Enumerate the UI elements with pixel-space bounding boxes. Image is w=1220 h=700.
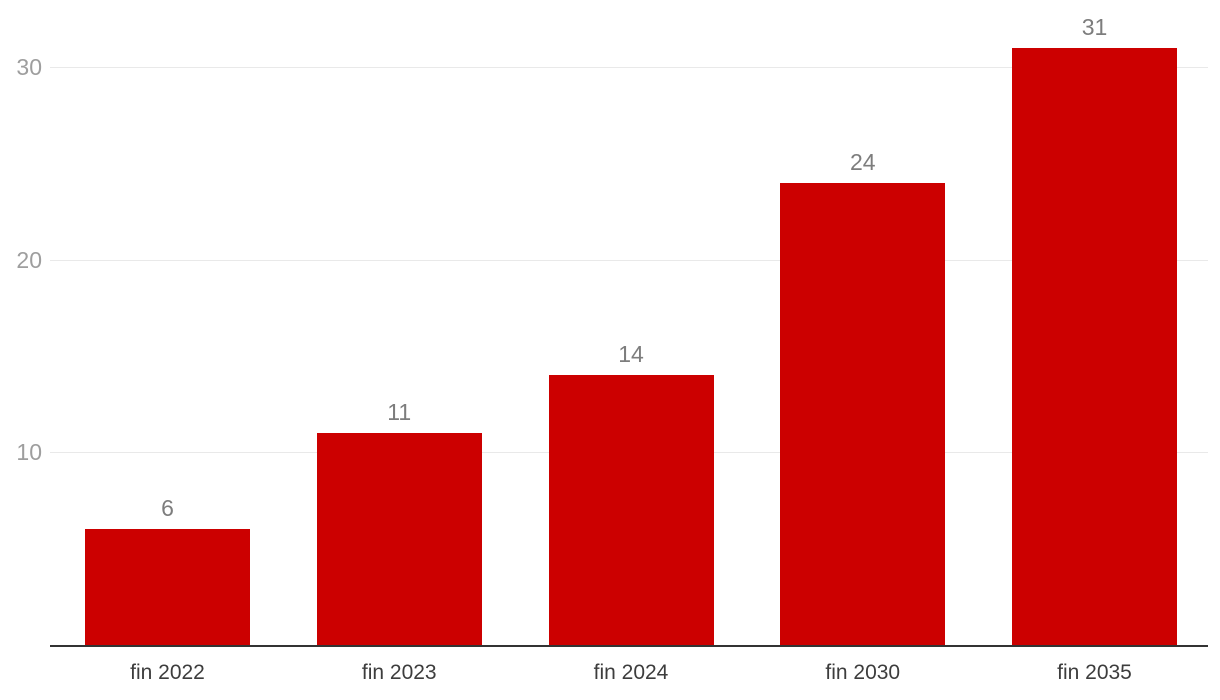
bar-value-label: 14: [618, 341, 644, 367]
gridline-30: [50, 67, 1208, 68]
bar-value-label: 31: [1081, 14, 1108, 40]
bar-fin-2035: [1012, 47, 1177, 645]
y-axis-tick-label: 20: [16, 247, 42, 273]
gridline-20: [50, 260, 1208, 261]
x-axis-category-label: fin 2022: [130, 661, 205, 684]
x-axis-line: [50, 645, 1208, 647]
y-axis-tick-label: 10: [16, 439, 42, 465]
bar-fin-2024: [548, 375, 714, 645]
x-axis-category-label: fin 2030: [825, 661, 901, 684]
x-axis-category-label: fin 2035: [1057, 661, 1132, 684]
x-axis-category-label: fin 2023: [361, 661, 437, 684]
bar-value-label: 24: [849, 149, 876, 175]
bar-fin-2023: [316, 433, 482, 645]
bar-value-label: 6: [161, 495, 174, 521]
x-axis-category-label: fin 2024: [593, 661, 669, 684]
y-axis-tick-label: 30: [16, 54, 42, 80]
bar-fin-2030: [780, 182, 946, 645]
bar-value-label: 11: [387, 399, 412, 425]
bar-fin-2022: [85, 529, 250, 645]
